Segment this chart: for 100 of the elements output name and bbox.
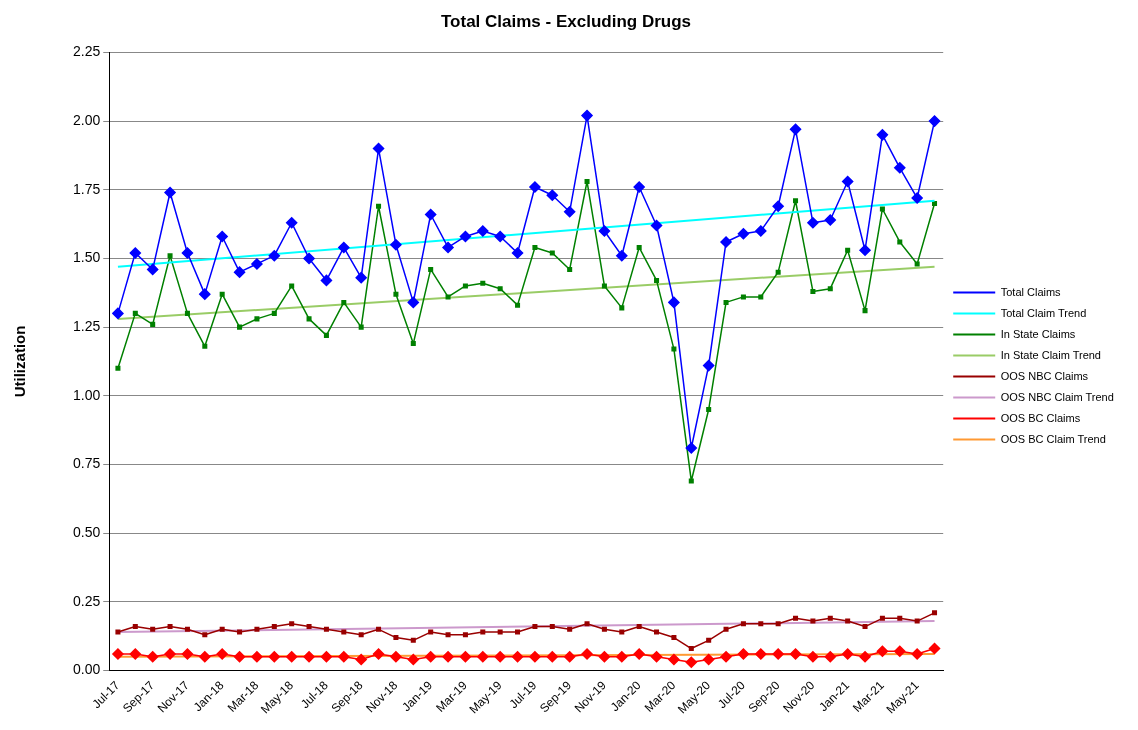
point [789,123,802,136]
point [581,109,593,122]
point [303,651,315,663]
point [289,283,295,289]
point [285,651,298,663]
point [358,324,364,330]
point [146,263,159,276]
point [546,651,559,663]
point [685,442,698,454]
point [233,651,246,663]
point [740,294,746,300]
point [598,225,611,237]
point [390,651,402,663]
point [671,346,677,352]
point [323,626,329,632]
point [529,181,541,193]
point [879,206,885,212]
point [775,269,781,275]
point [511,247,524,259]
point [688,478,694,484]
point [793,615,799,621]
point [376,203,382,209]
point [807,651,819,663]
point [132,624,138,630]
point [668,653,680,666]
point [150,321,156,327]
point [237,324,243,330]
point [897,615,903,621]
y-tick-label: 1.75 [73,180,101,197]
point [775,621,781,627]
y-tick-label: 2.25 [73,43,101,60]
point [841,175,854,188]
point [636,244,642,250]
legend-label: OOS NBC Claim Trend [1000,390,1114,403]
point [494,230,506,243]
point [181,247,194,259]
point [810,288,816,294]
point [150,626,156,632]
y-tick-label: 0.00 [73,661,101,678]
point [237,629,243,635]
legend-label: Total Claim Trend [1000,306,1087,319]
point [497,629,503,635]
point [636,624,642,630]
point [407,653,420,666]
point [462,283,468,289]
point [654,277,660,283]
point [532,244,538,250]
point [549,250,555,256]
point [376,626,382,632]
point [355,271,367,284]
point [859,651,871,663]
point [567,266,573,272]
point [355,653,367,666]
point [879,615,885,621]
point [616,651,628,663]
y-tick-label: 0.75 [73,455,101,472]
point [720,236,732,248]
point [584,179,590,185]
point [546,189,559,202]
point [459,230,472,243]
y-tick-label: 1.00 [73,386,101,403]
point [581,648,593,660]
point [515,302,521,308]
point [112,648,124,660]
point [442,241,454,254]
point [445,294,451,300]
y-tick-label: 0.25 [73,592,101,609]
legend-label: In State Claims [1000,327,1076,340]
point [758,294,764,300]
point [529,651,541,663]
point [494,651,506,663]
point [115,629,121,635]
point [393,635,399,641]
point [428,266,434,272]
point [563,205,576,218]
legend-label: In State Claim Trend [1000,348,1101,361]
point [167,253,173,259]
point [515,629,521,635]
y-tick-label: 0.50 [73,524,101,541]
point [841,648,854,660]
point [810,618,816,624]
point [338,241,350,254]
point [897,239,903,245]
point [181,648,194,660]
point [306,316,312,322]
point [219,626,225,632]
point [650,651,663,663]
point [480,280,486,286]
point [268,651,281,663]
point [164,648,176,660]
point [755,648,767,660]
point [285,216,298,229]
point [671,635,677,641]
point [928,115,941,127]
legend-label: OOS NBC Claims [1000,369,1089,382]
point [289,621,295,627]
y-tick-label: 1.50 [73,249,101,266]
point [146,651,159,663]
point [824,214,837,226]
point [199,651,211,663]
